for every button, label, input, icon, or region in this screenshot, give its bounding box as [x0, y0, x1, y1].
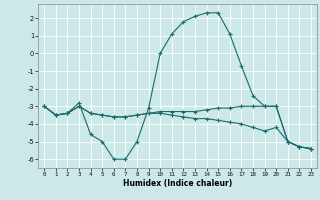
X-axis label: Humidex (Indice chaleur): Humidex (Indice chaleur) [123, 179, 232, 188]
